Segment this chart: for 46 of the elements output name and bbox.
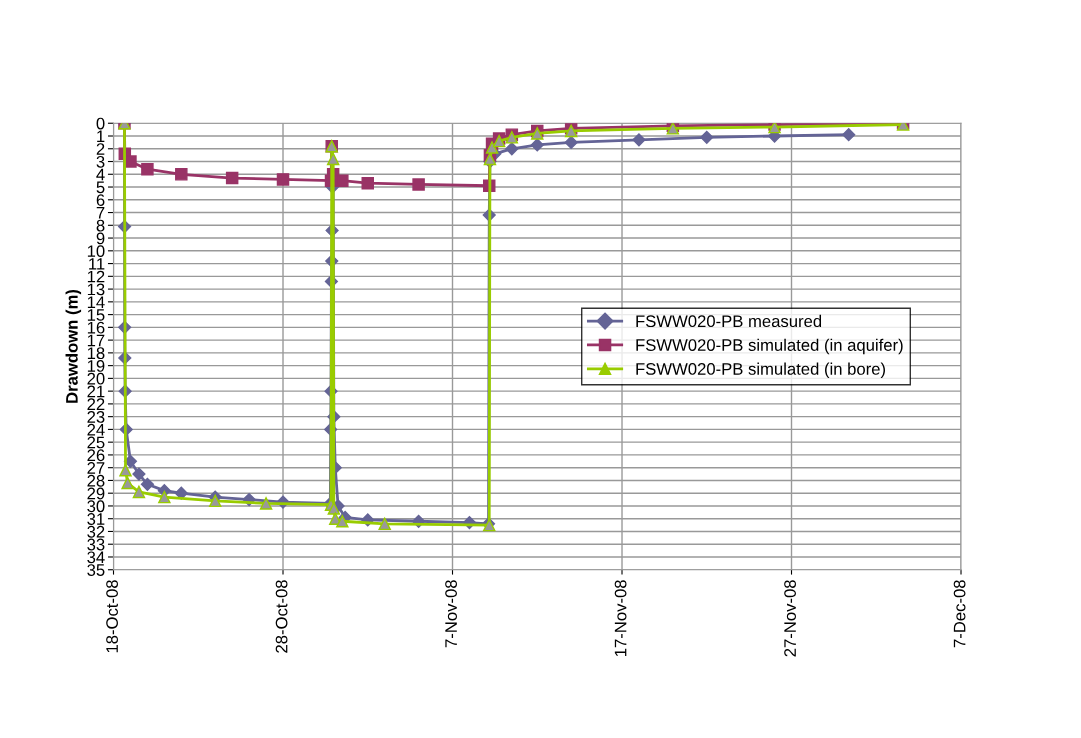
y-tick-label: 18 — [87, 347, 105, 360]
y-tick-label: 5 — [96, 181, 105, 194]
y-tick-label: 28 — [87, 474, 105, 487]
y-tick-label: 9 — [96, 232, 105, 245]
y-tick-label: 22 — [87, 398, 105, 410]
y-tick-label: 16 — [87, 321, 105, 334]
legend-label: FSWW020-PB simulated (in bore) — [636, 362, 886, 379]
y-tick-label: 25 — [87, 436, 105, 449]
y-tick-label: 29 — [87, 487, 105, 500]
y-tick-label: 30 — [87, 500, 105, 513]
legend-label: FSWW020-PB measured — [636, 314, 822, 328]
y-tick-label: 2 — [96, 143, 105, 155]
y-tick-label: 27 — [87, 462, 105, 474]
y-tick-label: 35 — [87, 564, 105, 576]
y-tick-label: 11 — [89, 258, 105, 270]
y-tick-label: 19 — [87, 360, 105, 372]
y-tick-label: 13 — [87, 283, 105, 296]
x-tick-label: 7-Dec-08 — [953, 580, 966, 648]
y-tick-label: 4 — [96, 168, 105, 181]
x-tick-label: 27-Nov-08 — [784, 580, 796, 657]
x-tick-label: 7-Nov-08 — [445, 580, 457, 648]
y-tick-label: 20 — [87, 372, 105, 385]
y-tick-label: 17 — [87, 334, 105, 347]
y-tick-label: 34 — [87, 551, 105, 564]
y-tick-label: 7 — [96, 207, 105, 219]
y-tick-label: 8 — [96, 219, 105, 232]
x-tick-label: 28-Oct-08 — [275, 580, 288, 653]
x-tick-label: 17-Nov-08 — [614, 580, 627, 656]
y-tick-label: 1 — [97, 130, 105, 143]
y-tick-label: 12 — [87, 270, 105, 283]
y-tick-label: 15 — [87, 309, 105, 321]
y-tick-label: 24 — [87, 423, 105, 436]
y-tick-label: 33 — [87, 538, 105, 551]
y-tick-label: 23 — [87, 411, 105, 423]
y-tick-label: 32 — [87, 525, 105, 538]
legend-label: FSWW020-PB simulated (in aquifer) — [636, 338, 903, 355]
y-tick-label: 31 — [87, 513, 105, 525]
y-tick-label: 10 — [87, 245, 105, 258]
y-tick-label: 6 — [96, 194, 105, 206]
x-tick-label: 18-Oct-08 — [106, 580, 118, 653]
y-axis-title: Drawdown (m) — [65, 289, 82, 403]
y-tick-label: 21 — [87, 385, 105, 398]
y-tick-label: 0 — [96, 117, 105, 130]
y-tick-label: 3 — [96, 155, 105, 168]
y-tick-label: 26 — [87, 449, 105, 462]
y-tick-label: 14 — [87, 296, 105, 308]
